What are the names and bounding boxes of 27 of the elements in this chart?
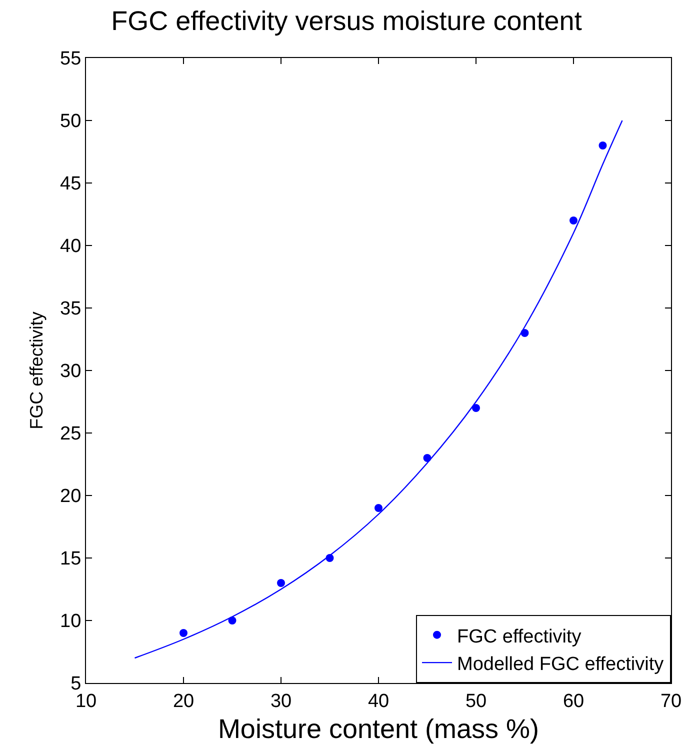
y-tick-label: 50 (60, 111, 82, 132)
x-tick-label: 40 (368, 690, 390, 712)
legend-label: Modelled FGC effectivity (457, 654, 664, 675)
y-tick-label: 25 (60, 424, 82, 445)
legend-label: FGC effectivity (457, 626, 582, 648)
point (598, 142, 607, 150)
point (180, 629, 188, 637)
y-tick-label: 15 (60, 548, 82, 570)
y-tick-label: 45 (60, 174, 82, 195)
x-axis-title: Moisture content (mass %) (218, 714, 540, 744)
x-tick-label: 30 (270, 690, 292, 712)
y-tick-label: 35 (60, 298, 82, 320)
y-tick-label: 40 (60, 236, 82, 258)
y-tick-label: 55 (60, 48, 82, 70)
point (374, 504, 382, 512)
y-tick-label: 20 (60, 486, 82, 508)
y-tick-label: 30 (60, 361, 82, 382)
x-tick-label: 60 (562, 690, 584, 712)
y-tick-label: 10 (60, 611, 82, 632)
y-axis-title: FGC effectivity (26, 312, 46, 430)
x-tick-label: 70 (660, 690, 682, 712)
point (277, 579, 285, 587)
x-tick-label: 50 (465, 690, 487, 712)
point (472, 404, 480, 412)
x-tick-label: 20 (172, 690, 194, 712)
chart-title: FGC effectivity versus moisture content (111, 6, 582, 36)
point (570, 216, 578, 224)
